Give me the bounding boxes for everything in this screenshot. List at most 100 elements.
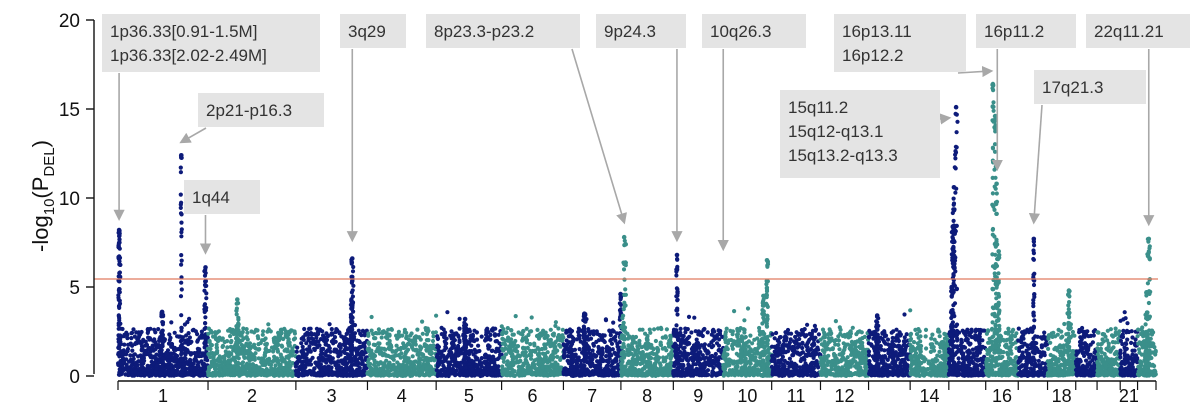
snp-point (477, 367, 482, 372)
snp-point (632, 357, 638, 362)
snp-point (188, 366, 194, 371)
peak-point (675, 290, 680, 295)
snp-point (526, 367, 532, 372)
snp-point (373, 330, 378, 336)
snp-point (211, 334, 216, 339)
snp-point (160, 344, 165, 349)
snp-point (263, 346, 268, 351)
snp-point (435, 363, 440, 368)
snp-point (133, 369, 138, 374)
peak-point (350, 327, 355, 332)
peak-point (349, 280, 354, 285)
snp-point (213, 351, 218, 356)
snp-point (134, 330, 139, 335)
snp-point (308, 326, 313, 331)
peak-point (620, 316, 625, 321)
snp-point (286, 360, 291, 365)
snp-point (520, 350, 525, 355)
snp-point (214, 342, 219, 347)
snp-point (325, 334, 330, 339)
peak-point (202, 367, 207, 372)
snp-point (239, 331, 244, 336)
snp-point (405, 360, 410, 365)
snp-point (286, 337, 291, 342)
snp-point (692, 315, 697, 320)
snp-point (274, 357, 279, 362)
snp-point (523, 371, 528, 376)
snp-point (394, 348, 399, 353)
snp-point (136, 359, 141, 364)
snp-point (319, 347, 324, 352)
peak-point (622, 328, 627, 333)
snp-point (504, 330, 509, 335)
peak-point (236, 315, 241, 320)
peak-point (236, 321, 241, 326)
snp-point (410, 338, 415, 343)
snp-point (707, 343, 712, 348)
snp-point (276, 342, 281, 347)
snp-point (278, 334, 283, 339)
peak-point (618, 297, 623, 302)
snp-point (637, 372, 642, 377)
snp-point (266, 371, 271, 377)
snp-point (553, 323, 558, 328)
snp-point (403, 349, 409, 355)
snp-point (521, 362, 526, 368)
snp-point (266, 322, 271, 327)
snp-point (653, 361, 658, 366)
snp-point (445, 310, 450, 315)
snp-point (321, 338, 327, 343)
snp-point (132, 334, 137, 339)
snp-point (137, 332, 142, 337)
snp-point (505, 326, 510, 331)
snp-point (626, 352, 632, 357)
snp-point (627, 347, 632, 352)
snp-point (264, 368, 269, 373)
peak-point (348, 333, 353, 338)
peak-point (179, 262, 184, 267)
snp-point (577, 347, 582, 352)
snp-point (294, 369, 299, 374)
snp-point (535, 371, 541, 376)
snp-point (282, 359, 288, 364)
snp-point (453, 373, 458, 378)
snp-point (390, 372, 395, 377)
snp-point (358, 353, 363, 358)
snp-point (638, 357, 644, 362)
peak-point (116, 295, 121, 300)
snp-point (634, 352, 639, 357)
snp-point (620, 371, 625, 376)
snp-point (664, 327, 670, 332)
snp-point (126, 367, 131, 372)
snp-point (199, 329, 204, 334)
snp-point (263, 342, 268, 347)
snp-point (658, 363, 663, 368)
snp-point (510, 369, 515, 374)
snp-point (709, 373, 715, 378)
snp-point (133, 341, 138, 347)
snp-point (167, 338, 172, 343)
snp-point (281, 336, 286, 342)
snp-point (376, 341, 381, 346)
snp-point (223, 368, 228, 373)
snp-point (156, 327, 161, 332)
snp-point (513, 348, 518, 353)
snp-point (260, 338, 265, 343)
snp-point (403, 372, 409, 377)
snp-point (283, 329, 288, 334)
peak-point (116, 288, 121, 293)
snp-point (303, 365, 308, 370)
snp-point (635, 344, 640, 349)
peak-point (202, 303, 207, 308)
snp-point (177, 362, 182, 367)
snp-point (600, 373, 605, 378)
snp-point (225, 371, 230, 376)
snp-point (400, 362, 405, 367)
snp-point (182, 362, 187, 367)
snp-point (292, 329, 297, 334)
snp-point (472, 328, 477, 333)
snp-point (397, 352, 402, 357)
snp-point (299, 341, 304, 346)
peak-point (160, 320, 165, 325)
snp-point (607, 328, 612, 333)
